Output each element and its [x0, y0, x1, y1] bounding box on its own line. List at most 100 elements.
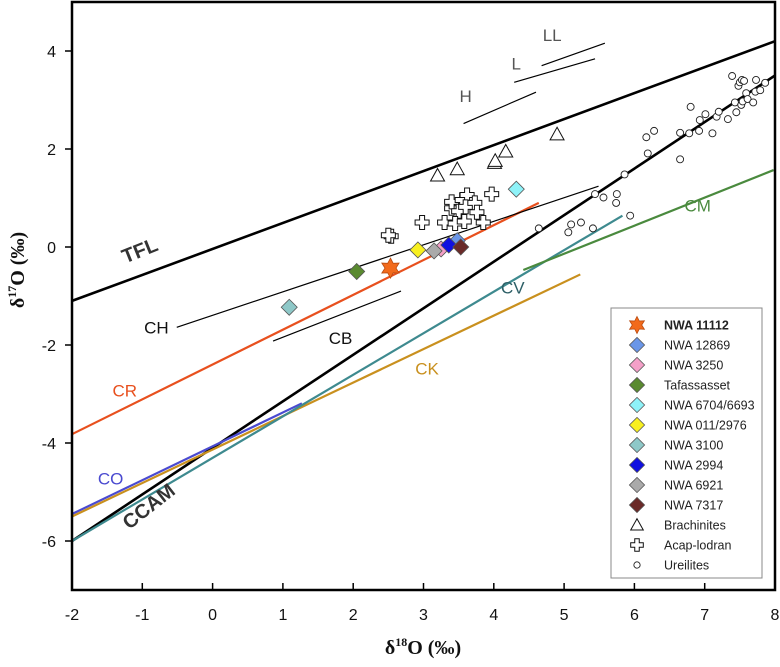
legend-label: Brachinites — [664, 519, 726, 533]
point-acap-lodran — [469, 204, 485, 220]
legend-marker-diamond — [628, 436, 646, 454]
legend-label: NWA 011/2976 — [664, 419, 747, 433]
point-acap-lodran — [380, 227, 396, 243]
line-cm — [522, 169, 775, 272]
legend-marker-diamond — [628, 476, 646, 494]
point-brachinites — [449, 161, 466, 176]
point-ureilites — [752, 75, 760, 84]
point-acap-lodran — [437, 215, 453, 230]
point-brachinites — [549, 126, 565, 141]
label-h: H — [460, 87, 472, 106]
point-nwa-011-2976 — [409, 241, 427, 259]
point-ureilites — [732, 108, 741, 117]
point-ureilites — [534, 224, 543, 233]
point-ureilites — [643, 149, 652, 158]
point-ureilites — [701, 110, 710, 119]
line-ll — [541, 42, 606, 67]
line-ck — [71, 273, 581, 518]
legend-marker-diamond — [628, 336, 646, 354]
legend-label: NWA 3250 — [664, 359, 723, 373]
point-ureilites — [626, 211, 635, 220]
legend-label: NWA 6704/6693 — [664, 399, 755, 413]
point-acap-lodran — [456, 214, 472, 230]
label-cb: CB — [329, 329, 353, 348]
legend-item-ureilites: Ureilites — [633, 559, 709, 573]
label-cr: CR — [112, 381, 137, 400]
point-ureilites — [676, 155, 685, 164]
legend-item-nwa-7317: NWA 7317 — [628, 496, 723, 514]
point-ureilites — [761, 78, 770, 87]
point-ureilites — [756, 86, 765, 95]
point-nwa-3100 — [280, 298, 298, 316]
point-ureilites — [695, 126, 704, 135]
label-cv: CV — [501, 279, 525, 298]
point-acap-lodran — [414, 215, 430, 230]
legend-marker-diamond — [628, 376, 646, 394]
legend-item-nwa-3100: NWA 3100 — [628, 436, 723, 454]
legend-label: NWA 6921 — [664, 479, 723, 493]
point-ureilites — [740, 76, 749, 85]
point-ureilites — [599, 193, 608, 202]
x-axis-title: δ18O (‰) — [385, 635, 461, 659]
legend-item-nwa-6704-6693: NWA 6704/6693 — [628, 396, 755, 414]
legend-marker-cross — [630, 538, 644, 552]
point-ureilites — [564, 228, 573, 237]
point-tafassasset — [348, 262, 366, 281]
legend-item-nwa-3250: NWA 3250 — [628, 356, 723, 374]
line-ch — [176, 185, 599, 328]
legend-label: NWA 12869 — [664, 339, 730, 353]
legend-marker-diamond — [628, 456, 646, 474]
label-ck: CK — [415, 359, 439, 378]
y-tick-label: 2 — [47, 142, 56, 159]
line-cv — [71, 214, 624, 542]
x-tick-label: 4 — [489, 607, 498, 624]
x-tick-label: 6 — [630, 607, 639, 624]
point-ureilites — [620, 170, 629, 179]
point-ureilites — [686, 102, 695, 111]
point-ureilites — [728, 72, 737, 80]
legend-item-tafassasset: Tafassasset — [628, 376, 731, 394]
legend-label: Acap-lodran — [664, 539, 731, 553]
label-co: CO — [98, 470, 124, 489]
legend-item-acap-lodran: Acap-lodran — [630, 538, 731, 553]
point-ureilites — [714, 107, 723, 116]
legend-label: NWA 11112 — [664, 319, 729, 333]
legend-marker-star — [628, 315, 646, 335]
label-ll: LL — [543, 26, 562, 45]
legend-marker-circle — [633, 561, 641, 569]
legend-item-nwa-11112: NWA 11112 — [628, 315, 729, 335]
legend-item-nwa-12869: NWA 12869 — [628, 336, 730, 354]
label-ch: CH — [144, 319, 169, 338]
legend-marker-triangle — [629, 517, 645, 531]
point-nwa-11112 — [381, 257, 400, 279]
label-tfl: TFL — [119, 234, 161, 268]
point-nwa-6921 — [425, 242, 443, 260]
y-tick-label: -2 — [42, 338, 56, 355]
point-ureilites — [588, 224, 597, 233]
point-nwa-7317 — [452, 238, 470, 256]
reference-lines — [71, 39, 776, 543]
point-brachinites — [497, 143, 514, 158]
y-tick-label: -6 — [42, 534, 56, 551]
legend-label: Tafassasset — [664, 379, 731, 393]
legend-marker-diamond — [628, 416, 646, 434]
point-ureilites — [723, 115, 732, 124]
point-ureilites — [577, 218, 585, 227]
legend: NWA 11112 NWA 12869 NWA 3250 Tafassasset NWA… — [610, 307, 763, 579]
point-brachinites — [487, 152, 504, 167]
x-tick-label: 2 — [349, 607, 358, 624]
x-tick-label: -2 — [65, 607, 79, 624]
line-tfl — [71, 39, 776, 303]
point-ureilites — [650, 126, 659, 135]
legend-label: NWA 7317 — [664, 499, 723, 513]
point-ureilites — [612, 198, 621, 207]
legend-item-nwa-2994: NWA 2994 — [628, 456, 723, 474]
legend-item-brachinites: Brachinites — [629, 517, 726, 533]
point-ureilites — [591, 190, 599, 199]
data-points — [280, 72, 770, 316]
x-tick-label: -1 — [135, 607, 149, 624]
label-l: L — [512, 55, 521, 74]
legend-item-nwa-6921: NWA 6921 — [628, 476, 723, 494]
x-tick-label: 0 — [208, 607, 217, 624]
